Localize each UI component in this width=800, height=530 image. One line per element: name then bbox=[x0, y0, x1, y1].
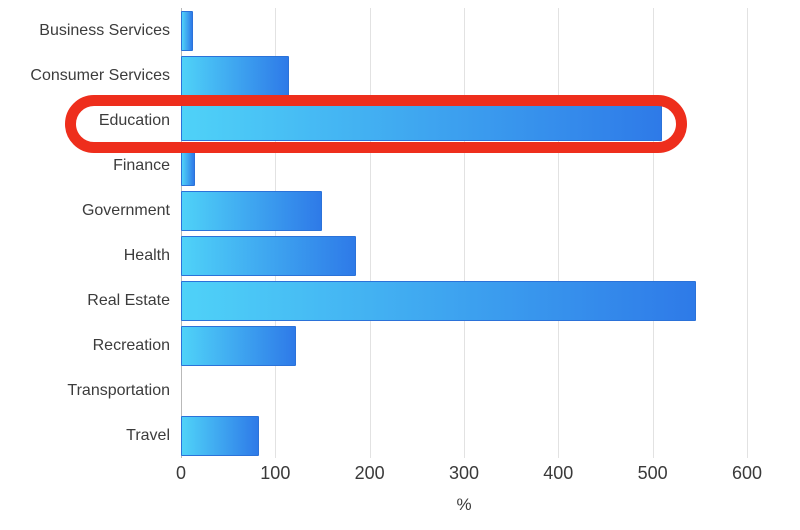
y-axis-line bbox=[181, 8, 182, 458]
category-label-travel: Travel bbox=[126, 427, 170, 444]
bar-health bbox=[181, 236, 356, 276]
bar-recreation bbox=[181, 326, 297, 366]
gridline bbox=[746, 8, 748, 458]
bar-travel bbox=[181, 416, 260, 456]
gridline bbox=[652, 8, 654, 458]
bar-business-services bbox=[181, 11, 194, 51]
category-label-consumer-services: Consumer Services bbox=[30, 67, 170, 84]
category-label-government: Government bbox=[81, 202, 170, 219]
gridline bbox=[463, 8, 465, 458]
category-label-health: Health bbox=[123, 247, 170, 264]
bar-education bbox=[181, 101, 663, 141]
x-tick-label: 100 bbox=[260, 463, 291, 483]
x-tick-label: 500 bbox=[637, 463, 668, 483]
bar-finance bbox=[181, 146, 196, 186]
x-tick-label: 600 bbox=[731, 463, 762, 483]
x-tick-label: 400 bbox=[543, 463, 574, 483]
bar-government bbox=[181, 191, 323, 231]
category-label-business-services: Business Services bbox=[39, 22, 170, 39]
x-tick-label: 300 bbox=[448, 463, 479, 483]
bar-real-estate bbox=[181, 281, 697, 321]
category-label-transportation: Transportation bbox=[67, 382, 170, 399]
category-label-finance: Finance bbox=[113, 157, 170, 174]
x-tick-label: 200 bbox=[354, 463, 385, 483]
category-label-real-estate: Real Estate bbox=[87, 292, 170, 309]
x-tick-label: 0 bbox=[175, 463, 186, 483]
gridline bbox=[275, 8, 277, 458]
category-label-recreation: Recreation bbox=[92, 337, 170, 354]
bar-consumer-services bbox=[181, 56, 289, 96]
gridline bbox=[558, 8, 560, 458]
x-axis-label: % bbox=[456, 495, 472, 514]
category-label-education: Education bbox=[98, 112, 170, 129]
gridline bbox=[369, 8, 371, 458]
